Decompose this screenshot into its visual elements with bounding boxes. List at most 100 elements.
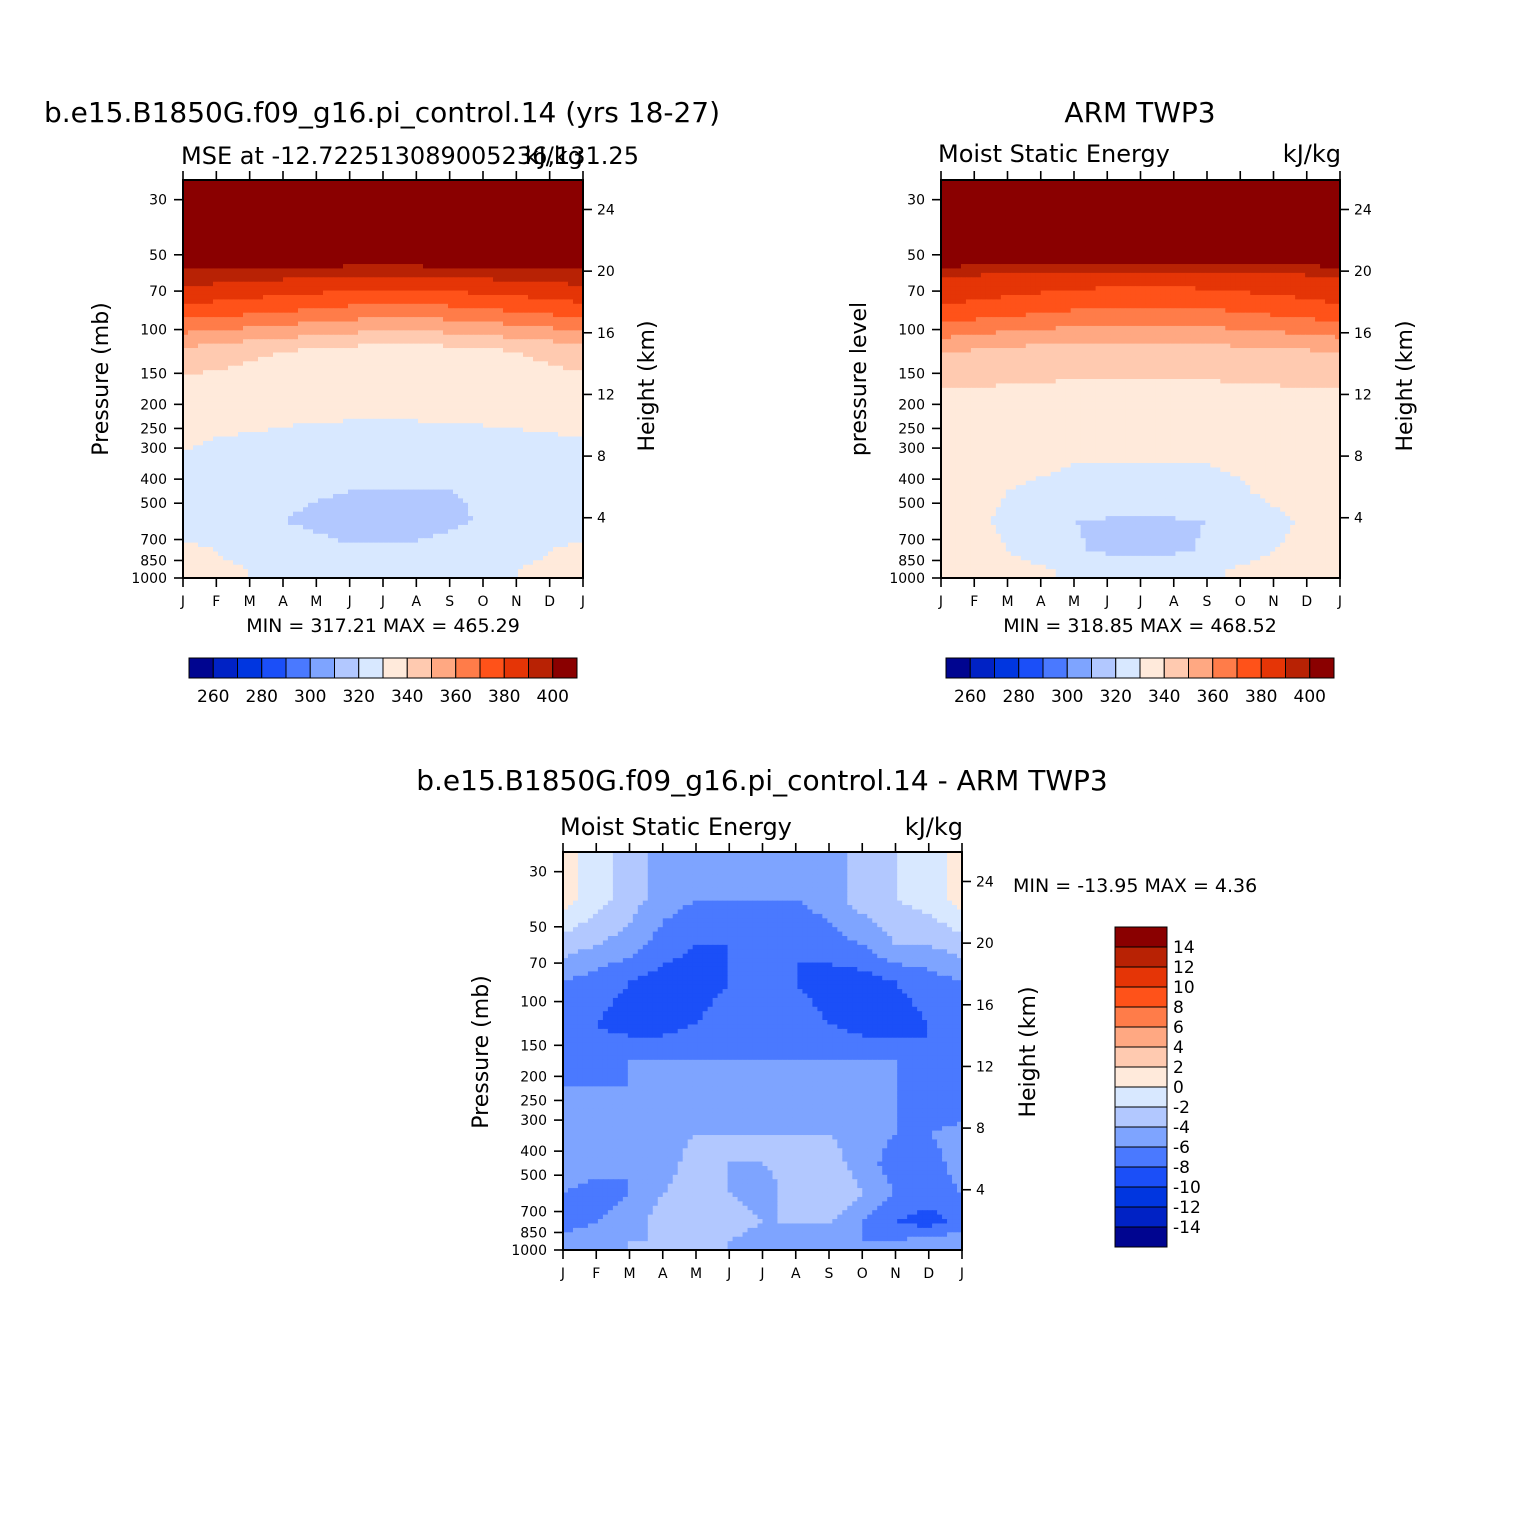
- panel-model-contour-cell: [528, 242, 534, 247]
- panel-model-contour-cell: [493, 432, 499, 437]
- panel-model-contour-cell: [313, 282, 319, 287]
- panel-model-contour-cell: [418, 220, 424, 225]
- panel-model-contour-cell: [263, 255, 269, 260]
- panel-model-contour-cell: [188, 419, 194, 424]
- panel-model-contour-cell: [228, 344, 234, 349]
- panel-model-contour-cell: [238, 414, 244, 419]
- panel-model-contour-cell: [358, 357, 364, 362]
- panel-model-contour-cell: [203, 401, 209, 406]
- panel-model-contour-cell: [333, 441, 339, 446]
- panel-model-contour-cell: [388, 410, 394, 415]
- panel-model-contour-cell: [373, 335, 379, 340]
- panel-model-contour-cell: [303, 299, 309, 304]
- panel-model-contour-cell: [393, 224, 399, 229]
- panel-model-contour-cell: [308, 322, 314, 327]
- panel-obs-minmax: MIN = 318.85 MAX = 468.52: [1003, 615, 1277, 637]
- panel-model-contour-cell: [488, 246, 494, 251]
- panel-model-contour-cell: [423, 436, 429, 441]
- panel-model-contour-cell: [358, 273, 364, 278]
- panel-model-contour-cell: [358, 198, 364, 203]
- panel-model-contour-cell: [528, 317, 534, 322]
- panel-model-contour-cell: [418, 304, 424, 309]
- panel-model-contour-cell: [488, 352, 494, 357]
- panel-model-contour-cell: [318, 392, 324, 397]
- panel-model-contour-cell: [223, 224, 229, 229]
- panel-model-contour-cell: [303, 388, 309, 393]
- panel-model-contour-cell: [498, 414, 504, 419]
- panel-model-contour-cell: [523, 264, 529, 269]
- panel-model-contour-cell: [288, 273, 294, 278]
- panel-model-contour-cell: [233, 326, 239, 331]
- panel-model-contour-cell: [438, 383, 444, 388]
- panel-model-contour-cell: [343, 277, 349, 282]
- panel-model-contour-cell: [318, 198, 324, 203]
- panel-model-contour-cell: [198, 273, 204, 278]
- panel-model-contour-cell: [518, 401, 524, 406]
- panel-model-contour-cell: [408, 375, 414, 380]
- panel-model-contour-cell: [283, 220, 289, 225]
- panel-model-contour-cell: [418, 414, 424, 419]
- panel-model-subtitle-right: kJ/kg: [525, 142, 583, 170]
- panel-model-contour-cell: [348, 273, 354, 278]
- panel-model-contour-cell: [438, 388, 444, 393]
- panel-model-contour-cell: [263, 251, 269, 256]
- panel-model-contour-cell: [553, 224, 559, 229]
- panel-model-contour-cell: [563, 414, 569, 419]
- panel-model-contour-cell: [513, 242, 519, 247]
- panel-model-contour-cell: [188, 370, 194, 375]
- panel-model-contour-cell: [463, 246, 469, 251]
- panel-model-contour-cell: [263, 330, 269, 335]
- panel-model-contour-cell: [383, 251, 389, 256]
- panel-model-contour-cell: [388, 432, 394, 437]
- panel-model-contour-cell: [478, 419, 484, 424]
- panel-model-contour-cell: [348, 419, 354, 424]
- panel-model-contour-cell: [393, 423, 399, 428]
- panel-model-contour-cell: [223, 237, 229, 242]
- panel-model-contour-cell: [273, 246, 279, 251]
- panel-model-contour-cell: [503, 330, 509, 335]
- panel-model-contour-cell: [473, 291, 479, 296]
- panel-model-contour-cell: [533, 193, 539, 198]
- panel-model-contour-cell: [558, 401, 564, 406]
- panel-model-contour-cell: [513, 211, 519, 216]
- panel-model-contour-cell: [508, 357, 514, 362]
- panel-model-contour-cell: [388, 184, 394, 189]
- panel-model-contour-cell: [348, 282, 354, 287]
- panel-model-contour-cell: [263, 286, 269, 291]
- panel-model-contour-cell: [533, 264, 539, 269]
- panel-model-contour-cell: [328, 335, 334, 340]
- panel-model-contour-cell: [468, 401, 474, 406]
- panel-model-contour-cell: [378, 388, 384, 393]
- panel-model-contour-cell: [448, 255, 454, 260]
- panel-model-contour-cell: [498, 335, 504, 340]
- panel-model-contour-cell: [218, 291, 224, 296]
- panel-model-contour-cell: [223, 264, 229, 269]
- panel-model-contour-cell: [303, 291, 309, 296]
- panel-model-contour-cell: [193, 295, 199, 300]
- panel-model-contour-cell: [318, 255, 324, 260]
- panel-model-contour-cell: [358, 207, 364, 212]
- panel-model-contour-cell: [543, 255, 549, 260]
- panel-model-contour-cell: [228, 352, 234, 357]
- panel-model-contour-cell: [378, 313, 384, 318]
- panel-model-contour-cell: [573, 264, 579, 269]
- panel-model-contour-cell: [293, 428, 299, 433]
- panel-model-contour-cell: [303, 220, 309, 225]
- panel-model-contour-cell: [253, 383, 259, 388]
- panel-model-contour-cell: [563, 383, 569, 388]
- panel-model-contour-cell: [498, 313, 504, 318]
- panel-model-contour-cell: [568, 339, 574, 344]
- panel-model-contour-cell: [263, 242, 269, 247]
- panel-model-contour-cell: [363, 375, 369, 380]
- panel-model-contour-cell: [378, 233, 384, 238]
- panel-model-contour-cell: [288, 339, 294, 344]
- panel-model-contour-cell: [268, 379, 274, 384]
- panel-model-contour-cell: [478, 299, 484, 304]
- panel-model-contour-cell: [223, 286, 229, 291]
- panel-model-contour-cell: [408, 220, 414, 225]
- panel-model-contour-cell: [568, 198, 574, 203]
- panel-model-contour-cell: [568, 273, 574, 278]
- panel-model-contour-cell: [433, 189, 439, 194]
- panel-model-contour-cell: [363, 317, 369, 322]
- panel-model-contour-cell: [283, 277, 289, 282]
